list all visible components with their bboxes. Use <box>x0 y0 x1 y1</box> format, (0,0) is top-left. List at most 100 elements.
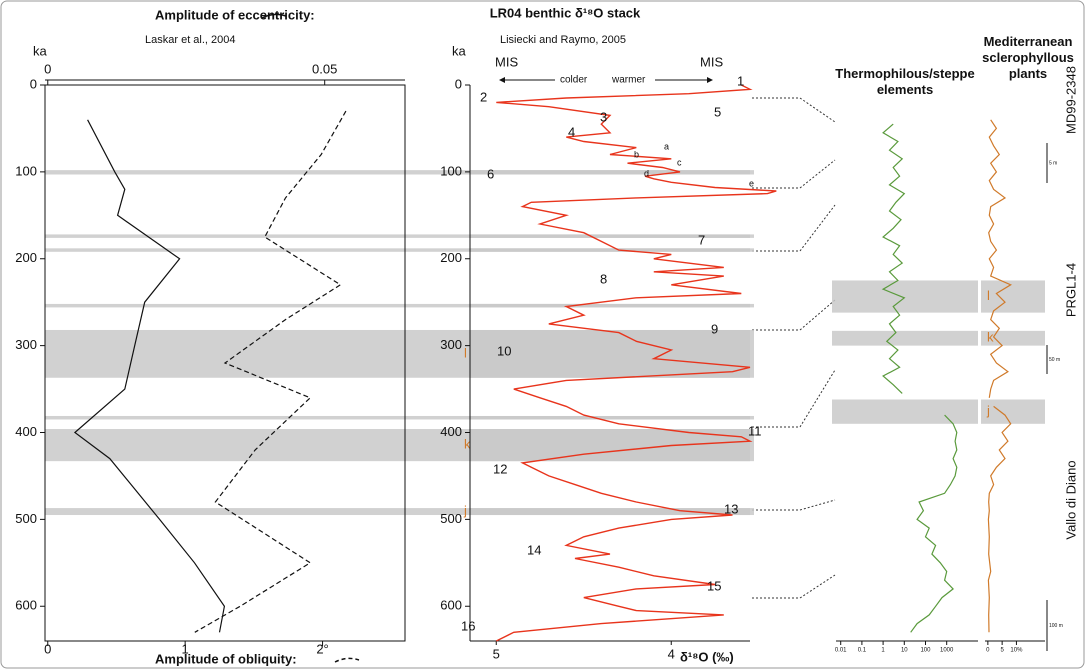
x-tick-label: 1000 <box>940 648 954 654</box>
x-tick-label: 0.1 <box>858 648 867 654</box>
mis-label: b <box>634 149 639 159</box>
y-tick-label: 500 <box>440 511 462 526</box>
band-label: j <box>463 503 467 518</box>
x-tick-label: 0.05 <box>312 61 337 76</box>
mis-label: 9 <box>711 321 718 336</box>
y-tick-label: 0 <box>30 76 37 91</box>
mis-label: a <box>664 141 669 151</box>
x-tick-label: 100 <box>920 648 931 654</box>
y-tick-label: 200 <box>15 250 37 265</box>
plot-frame <box>44 84 406 642</box>
y-label: ka <box>452 43 467 58</box>
subtitle: Laskar et al., 2004 <box>145 34 236 46</box>
correlation-lines <box>752 97 836 599</box>
connector <box>752 204 836 252</box>
band-label: j <box>986 403 990 418</box>
legend-swatch <box>261 13 287 19</box>
y-tick-label: 100 <box>440 163 462 178</box>
band <box>470 329 754 378</box>
series-line <box>194 110 347 633</box>
band <box>45 508 750 516</box>
band <box>981 399 1045 424</box>
band-label: l <box>987 288 990 303</box>
legend-obliquity: Amplitude of obliquity: <box>155 651 297 666</box>
mis-label: 7 <box>698 232 705 247</box>
panel-title: Mediterranean sclerophyllous plants <box>982 34 1074 81</box>
mis-label: 2 <box>480 89 487 104</box>
mis-label: 4 <box>568 124 575 139</box>
mis-label: d <box>644 168 649 178</box>
band <box>470 234 754 238</box>
band <box>45 415 750 420</box>
legend-eccentricity: Amplitude of eccentricity: <box>155 7 315 22</box>
band <box>470 248 754 252</box>
series-line <box>881 123 958 633</box>
mis-label: 5 <box>714 104 721 119</box>
y-tick-label: 200 <box>440 250 462 265</box>
x-tick-label: 5 <box>1000 648 1004 654</box>
x-tick-label: 0 <box>986 648 990 654</box>
band <box>981 330 1045 346</box>
series-line <box>73 119 226 633</box>
scale-label: 5 m <box>1049 160 1057 166</box>
y-tick-label: 600 <box>15 598 37 613</box>
mis-label: 10 <box>497 343 511 358</box>
panel-title: Thermophilous/steppe elements <box>835 66 975 97</box>
mis-label: 6 <box>487 166 494 181</box>
band <box>45 234 750 238</box>
band-label: k <box>464 437 471 452</box>
band <box>470 415 754 420</box>
band <box>470 170 754 175</box>
x-tick-label: 0.01 <box>835 648 847 654</box>
chart-title: LR04 benthic δ¹⁸O stack <box>490 5 641 20</box>
x2-tick-label: 2° <box>316 641 328 656</box>
mis-label: c <box>677 157 682 167</box>
scale-label: 50 m <box>1049 357 1060 363</box>
core-label: MD99-2348 <box>1063 66 1078 134</box>
band <box>981 280 1045 313</box>
connector <box>752 574 836 599</box>
mis-label: 11 <box>748 423 762 438</box>
connector <box>752 299 836 331</box>
series-line <box>495 84 777 642</box>
x-tick-label: 5 <box>493 646 500 661</box>
x-tick-label: 4 <box>668 646 675 661</box>
x2-tick-label: 0 <box>44 641 51 656</box>
x2-tick-label: 1 <box>182 641 189 656</box>
band-label: l <box>464 345 467 360</box>
band <box>470 508 754 516</box>
y-label: ka <box>33 43 48 58</box>
mis-label: 3 <box>600 109 607 124</box>
mis-label: 14 <box>527 542 541 557</box>
connector <box>752 97 836 123</box>
direction-label: warmer <box>611 75 646 86</box>
x-tick-label: 10% <box>1010 648 1023 654</box>
y-tick-label: 0 <box>455 76 462 91</box>
y-tick-label: 300 <box>15 337 37 352</box>
scale-label: 100 m <box>1049 623 1063 629</box>
x-tick-label: 10 <box>901 648 908 654</box>
core-label: PRGL1-4 <box>1063 263 1078 317</box>
y-tick-label: 600 <box>440 598 462 613</box>
mis-label: e <box>749 178 754 188</box>
connector <box>752 369 836 428</box>
mis-label: 15 <box>707 578 721 593</box>
band-label: k <box>987 330 994 345</box>
connector <box>752 159 836 189</box>
mis-header: MIS <box>495 54 518 69</box>
y-tick-label: 400 <box>15 424 37 439</box>
direction-label: colder <box>560 75 588 86</box>
y-tick-label: 300 <box>440 337 462 352</box>
core-label: Vallo di Diano <box>1063 460 1078 539</box>
y-tick-label: 100 <box>15 163 37 178</box>
legend-swatch <box>334 657 360 663</box>
series-line <box>987 119 1013 633</box>
mis-label: 13 <box>724 501 738 516</box>
mis-label: 16 <box>461 618 475 633</box>
y-tick-label: 400 <box>440 424 462 439</box>
subtitle: Lisiecki and Raymo, 2005 <box>500 34 626 46</box>
band <box>45 303 750 308</box>
